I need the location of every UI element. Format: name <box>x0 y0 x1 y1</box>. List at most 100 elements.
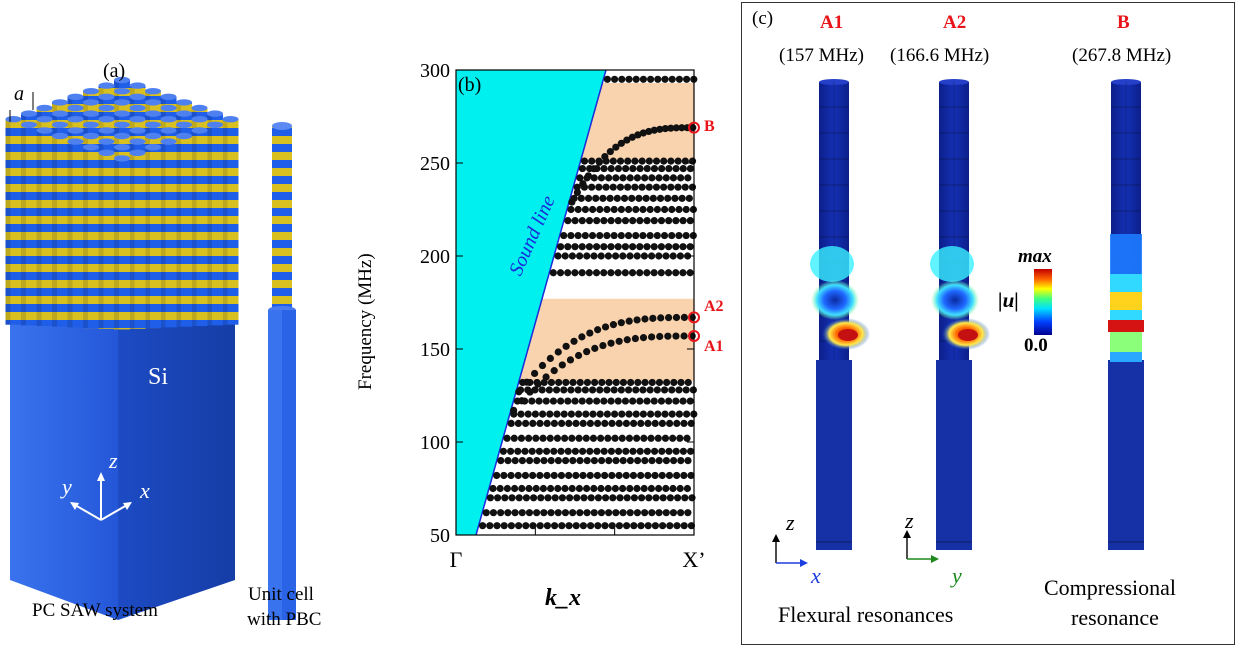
band-point <box>672 124 680 132</box>
band-point <box>640 484 648 493</box>
band-point <box>630 522 638 530</box>
band-point <box>539 434 547 442</box>
band-point <box>609 321 618 329</box>
band-point <box>681 183 689 191</box>
band-point <box>578 164 587 173</box>
band-point <box>567 410 576 418</box>
band-point <box>615 522 624 530</box>
band-point <box>583 457 591 465</box>
band-point <box>553 410 561 418</box>
band-point <box>666 522 674 530</box>
band-point <box>607 447 616 455</box>
band-point <box>672 269 680 277</box>
band-point <box>655 378 664 387</box>
band-point <box>561 509 570 517</box>
band-point <box>587 522 595 530</box>
band-point <box>626 509 634 517</box>
x-axis-title-text: k_x <box>545 585 581 611</box>
band-point <box>641 457 649 465</box>
band-point <box>553 434 562 442</box>
band-point <box>683 410 691 418</box>
band-point <box>528 447 536 455</box>
band-point <box>504 457 512 465</box>
band-point <box>634 131 642 139</box>
band-point <box>562 342 570 350</box>
band-point <box>523 378 531 386</box>
band-point <box>643 447 652 455</box>
band-point <box>486 522 494 530</box>
band-point <box>680 419 688 427</box>
band-point <box>590 252 598 260</box>
band-point <box>626 174 634 182</box>
band-point <box>659 494 667 502</box>
pillar <box>176 132 192 327</box>
band-point <box>679 217 687 225</box>
pillar <box>5 116 22 325</box>
band-point <box>664 332 672 340</box>
band-point <box>566 356 575 364</box>
y-tick-label: 300 <box>420 60 450 82</box>
band-point <box>680 471 688 480</box>
band-point <box>608 471 616 480</box>
band-point <box>482 509 490 517</box>
band-point <box>567 231 575 240</box>
band-point <box>672 313 681 322</box>
compressional-caption-line2: resonance <box>1071 605 1159 630</box>
band-point <box>664 194 672 202</box>
band-point <box>547 457 555 465</box>
band-point <box>623 136 631 144</box>
band-point <box>633 316 641 324</box>
band-point <box>554 457 563 465</box>
band-point <box>552 386 561 394</box>
band-point <box>576 252 584 260</box>
band-point <box>644 522 652 530</box>
band-point <box>571 217 579 225</box>
band-point <box>603 231 611 240</box>
band-point <box>600 447 608 455</box>
band-point <box>641 315 649 323</box>
band-point <box>687 471 695 480</box>
band-point <box>668 205 676 214</box>
band-point <box>526 388 534 396</box>
band-point <box>625 205 633 214</box>
band-point <box>673 419 681 427</box>
band-point <box>631 334 639 343</box>
band-point <box>579 180 587 188</box>
band-point <box>599 341 607 350</box>
unit-cell-caption-line1: Unit cell <box>248 584 314 605</box>
band-point <box>677 174 685 182</box>
band-point <box>636 447 644 455</box>
band-point <box>596 205 604 214</box>
band-point <box>629 471 638 480</box>
band-point <box>676 484 684 493</box>
band-point <box>672 243 680 251</box>
band-point <box>507 419 515 427</box>
band-point <box>489 484 497 493</box>
band-point <box>578 243 586 251</box>
band-point <box>682 386 690 394</box>
band-point <box>638 494 646 502</box>
band-point <box>657 243 666 251</box>
band-point <box>683 434 691 442</box>
band-point <box>608 522 616 530</box>
band-point <box>594 522 602 530</box>
band-point <box>595 183 603 191</box>
band-point <box>676 434 684 442</box>
band-point <box>628 269 637 277</box>
band-point <box>576 378 584 387</box>
band-point <box>514 447 522 455</box>
band-point <box>675 205 683 214</box>
band-point <box>547 378 556 387</box>
band-point <box>679 269 687 277</box>
band-point <box>687 522 696 530</box>
band-point <box>575 434 583 442</box>
band-point <box>503 484 511 493</box>
band-point <box>629 164 637 173</box>
band-point <box>673 522 681 530</box>
band-point <box>674 183 682 191</box>
band-point <box>605 509 613 517</box>
band-point <box>586 471 594 480</box>
band-point <box>660 157 668 165</box>
band-point <box>593 397 601 405</box>
band-point <box>679 447 688 455</box>
